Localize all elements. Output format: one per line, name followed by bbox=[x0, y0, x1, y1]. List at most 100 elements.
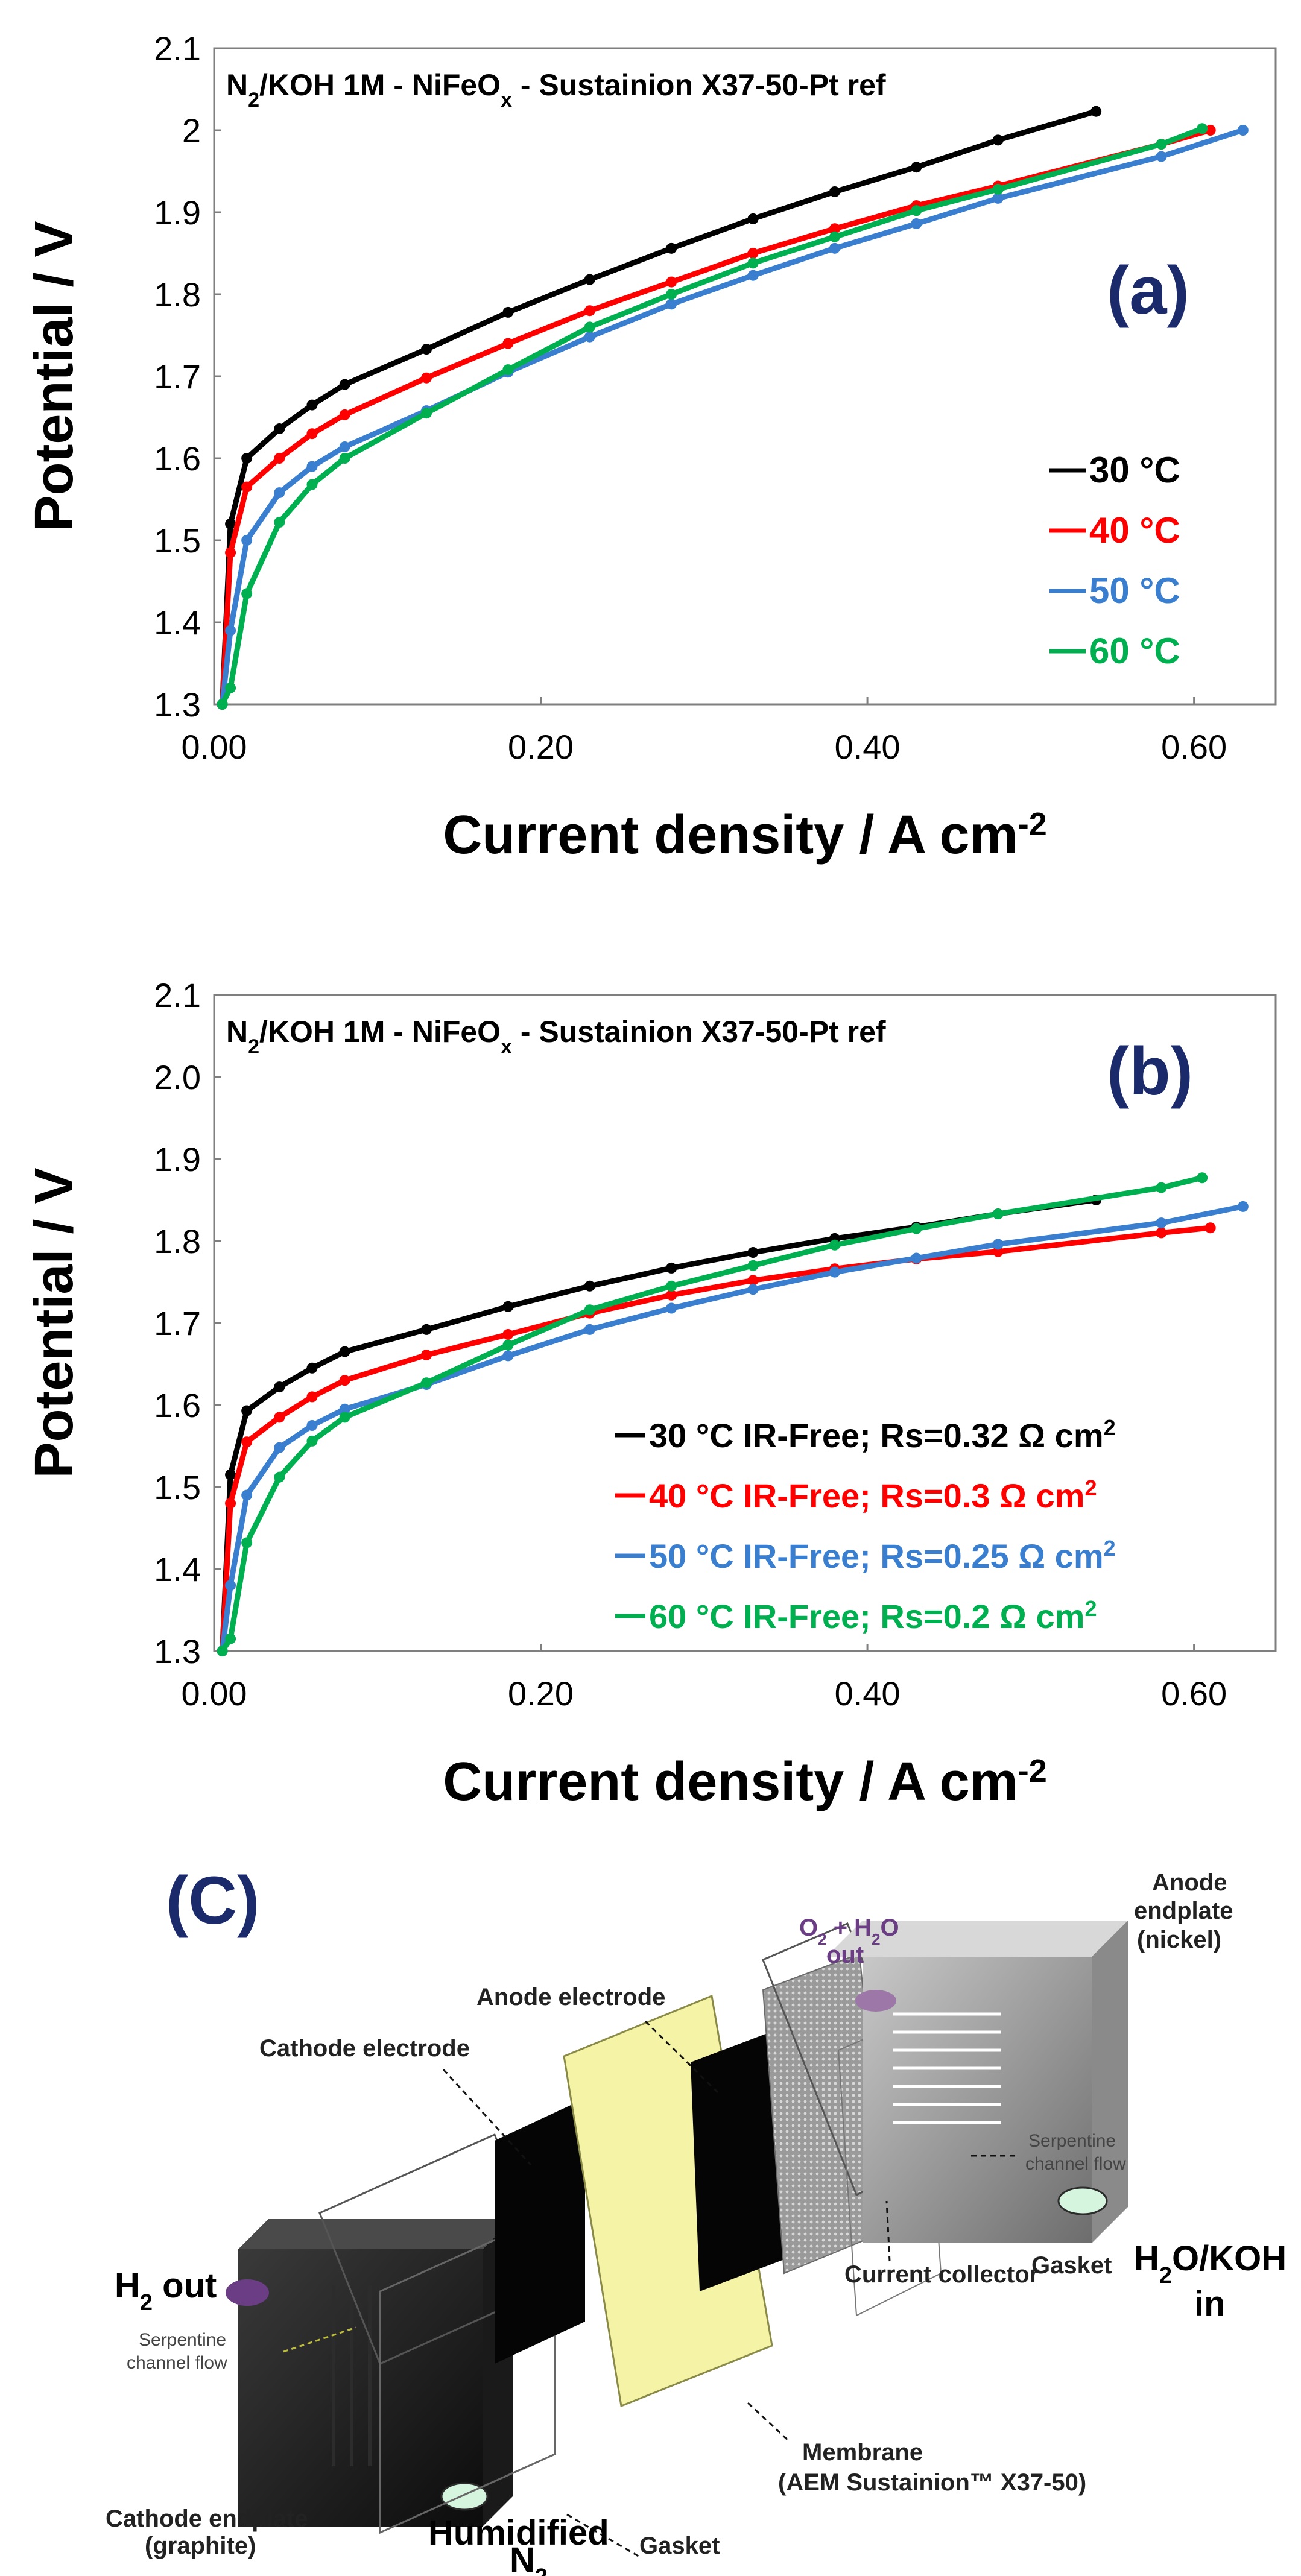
legend-entry: 50 °C IR-Free; Rs=0.25 Ω cm2 bbox=[649, 1536, 1116, 1576]
y-tick-label: 1.6 bbox=[154, 440, 201, 478]
membrane-label: Membrane bbox=[802, 2439, 923, 2466]
cathode-endplate-label-2: (graphite) bbox=[145, 2533, 256, 2559]
data-point bbox=[1156, 1217, 1167, 1229]
data-point bbox=[666, 1280, 677, 1292]
y-tick-label: 1.9 bbox=[154, 194, 201, 232]
data-point bbox=[666, 276, 677, 288]
data-point bbox=[225, 682, 236, 693]
data-point bbox=[339, 379, 350, 390]
data-point bbox=[306, 479, 318, 490]
data-point bbox=[1237, 125, 1249, 136]
x-tick-label: 0.20 bbox=[508, 728, 574, 766]
data-point bbox=[274, 1381, 285, 1393]
data-point bbox=[992, 1208, 1004, 1220]
x-axis-title: Current density / A cm-2 bbox=[443, 1752, 1047, 1812]
data-point bbox=[306, 428, 318, 440]
o2-h2o-out-label: O2 + H2O bbox=[799, 1915, 899, 1948]
data-point bbox=[274, 1442, 285, 1453]
x-tick-label: 0.60 bbox=[1161, 1675, 1227, 1713]
legend-entry: 30 °C IR-Free; Rs=0.32 Ω cm2 bbox=[649, 1415, 1116, 1455]
data-point bbox=[241, 1537, 253, 1548]
legend-entry: 40 °C IR-Free; Rs=0.3 Ω cm2 bbox=[649, 1476, 1097, 1515]
gasket-left-label: Gasket bbox=[639, 2533, 720, 2559]
series-line bbox=[220, 127, 1244, 705]
legend-entry: 40 °C bbox=[1089, 510, 1180, 551]
series-line bbox=[220, 127, 1211, 705]
cathode-electrode-label: Cathode electrode bbox=[259, 2035, 470, 2062]
data-point bbox=[274, 453, 285, 464]
data-point bbox=[339, 441, 350, 452]
data-point bbox=[829, 242, 840, 254]
data-point bbox=[747, 257, 759, 269]
humidified-label: Humidified bbox=[428, 2513, 609, 2552]
data-point bbox=[829, 186, 840, 197]
data-point bbox=[274, 487, 285, 499]
y-ticks: 1.3 1.4 1.5 1.6 1.7 1.8 1.9 2 2.1 bbox=[154, 30, 221, 724]
data-point bbox=[241, 1489, 253, 1501]
series-layer bbox=[217, 1172, 1249, 1656]
y-tick-label: 1.7 bbox=[154, 1304, 201, 1342]
anode-endplate-label-2: endplate bbox=[1134, 1898, 1233, 1924]
data-point bbox=[421, 1350, 432, 1361]
x-tick-label: 0.40 bbox=[835, 1675, 901, 1713]
data-point bbox=[1156, 1227, 1167, 1239]
data-point bbox=[747, 1247, 759, 1258]
data-point bbox=[584, 331, 595, 343]
x-axis-title: Current density / A cm-2 bbox=[443, 805, 1047, 865]
data-point bbox=[1197, 123, 1208, 134]
cathode-endplate-label-1: Cathode endplate bbox=[106, 2505, 308, 2532]
h2o-koh-in-port-icon bbox=[1057, 2186, 1108, 2215]
x-tick-label: 0.00 bbox=[182, 728, 247, 766]
y-tick-label: 2.0 bbox=[154, 1058, 201, 1096]
serpentine-right-label-2: channel flow bbox=[1025, 2154, 1126, 2174]
data-point bbox=[502, 1339, 514, 1351]
y-tick-label: 2 bbox=[182, 112, 201, 150]
data-point bbox=[306, 1391, 318, 1403]
data-point bbox=[225, 1498, 236, 1509]
series-line bbox=[220, 126, 1203, 706]
legend-entry: 60 °C IR-Free; Rs=0.2 Ω cm2 bbox=[649, 1596, 1097, 1636]
data-point bbox=[339, 1412, 350, 1423]
data-point bbox=[339, 453, 350, 464]
inset-title: N2/KOH 1M - NiFeOx - Sustainion X37-50-P… bbox=[226, 68, 886, 112]
y-tick-label: 1.8 bbox=[154, 276, 201, 314]
x-ticks: 0.00 0.20 0.40 0.60 bbox=[182, 697, 1227, 766]
data-point bbox=[241, 1405, 253, 1416]
data-point bbox=[217, 699, 228, 710]
data-point bbox=[502, 364, 514, 376]
membrane-type-label: (AEM Sustainion™ X37-50) bbox=[778, 2469, 1086, 2496]
data-point bbox=[421, 1377, 432, 1389]
anode-endplate-label-1: Anode bbox=[1152, 1869, 1227, 1896]
y-tick-label: 1.3 bbox=[154, 686, 201, 724]
y-tick-label: 1.8 bbox=[154, 1222, 201, 1260]
data-point bbox=[241, 1436, 253, 1448]
data-point bbox=[225, 1633, 236, 1644]
series-line bbox=[220, 1204, 1244, 1652]
y-axis-title: Potential / V bbox=[24, 221, 84, 531]
cathode-electrode-sheet bbox=[495, 2098, 585, 2364]
serpentine-left-label-2: channel flow bbox=[127, 2353, 227, 2373]
data-point bbox=[911, 205, 922, 216]
data-point bbox=[241, 481, 253, 493]
data-point bbox=[747, 1284, 759, 1295]
data-point bbox=[1204, 125, 1216, 136]
panel-label-c: (C) bbox=[166, 1863, 259, 1938]
data-point bbox=[339, 1346, 350, 1357]
y-tick-label: 2.1 bbox=[154, 30, 201, 68]
data-point bbox=[502, 1350, 514, 1362]
data-point bbox=[306, 1420, 318, 1431]
data-point bbox=[306, 399, 318, 411]
y-tick-label: 1.4 bbox=[154, 1550, 201, 1588]
cathode-endplate bbox=[238, 2219, 513, 2527]
data-point bbox=[911, 1252, 922, 1264]
current-collector-label: Current collector bbox=[844, 2261, 1039, 2288]
gasket-right-label: Gasket bbox=[1031, 2252, 1112, 2279]
o2-out-label: out bbox=[826, 1942, 864, 1968]
y-tick-label: 1.9 bbox=[154, 1140, 201, 1178]
data-point bbox=[339, 409, 350, 420]
legend-entry: 60 °C bbox=[1089, 631, 1180, 671]
data-point bbox=[502, 306, 514, 318]
data-point bbox=[829, 1239, 840, 1251]
data-point bbox=[666, 289, 677, 300]
data-point bbox=[747, 1275, 759, 1286]
